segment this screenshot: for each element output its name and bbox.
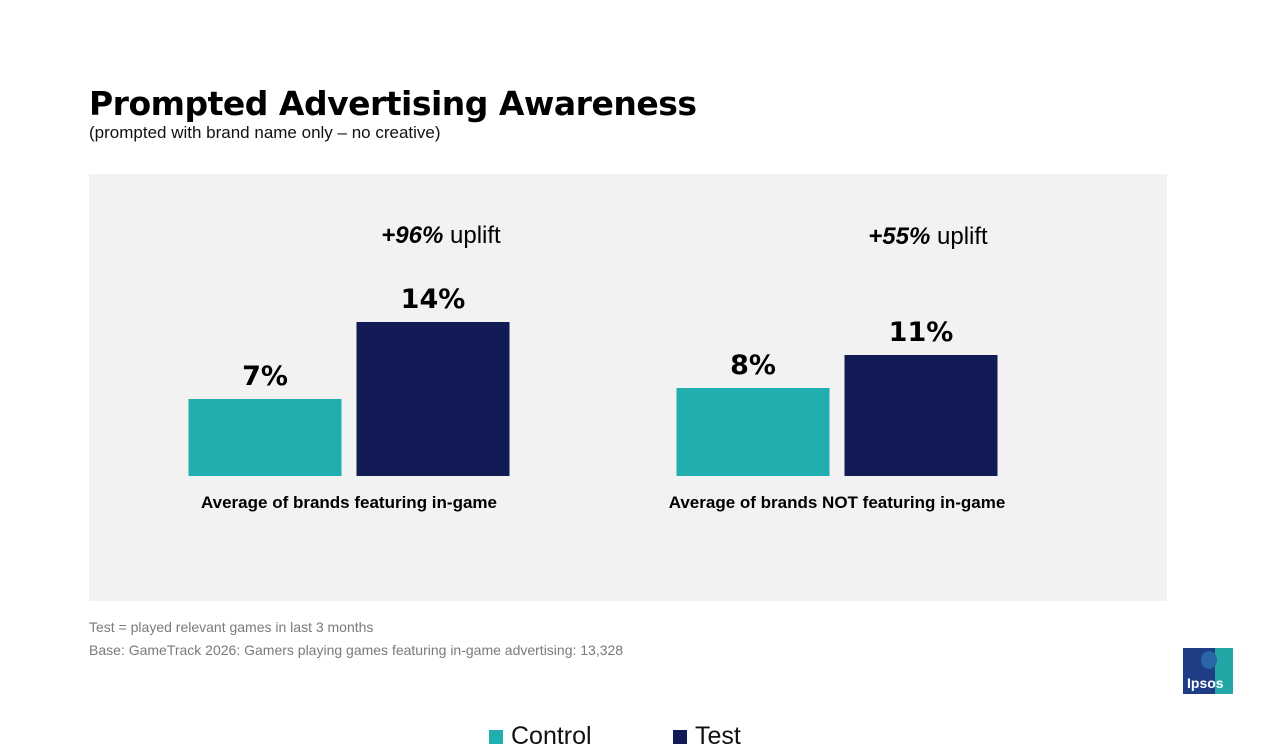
bar-control-1 [676, 388, 830, 476]
data-label-test-0: 14% [401, 284, 466, 315]
uplift-label-featuring: +96% uplift [381, 222, 500, 250]
logo-wordmark: Ipsos [1187, 675, 1224, 691]
category-label-0: Average of brands featuring in-game [201, 493, 497, 512]
uplift-value-featuring: +96% [381, 222, 444, 249]
chart-panel: 7% 14% Average of brands featuring in-game… [89, 174, 1167, 750]
footnote-base: Base: GameTrack 2026: Gamers playing gam… [89, 642, 624, 658]
ipsos-logo: Ipsos [1183, 648, 1233, 694]
footnote-test-definition: Test = played relevant games in last 3 m… [89, 619, 374, 635]
uplift-text-featuring: uplift [450, 222, 501, 249]
chart-subtitle: (prompted with brand name only – no crea… [89, 123, 441, 142]
legend-item-control: Control [489, 722, 592, 751]
data-label-test-1: 11% [889, 317, 954, 348]
uplift-text-not-featuring: uplift [937, 223, 988, 250]
data-label-control-0: 7% [242, 361, 288, 392]
data-label-control-1: 8% [730, 350, 776, 381]
chart-title: Prompted Advertising Awareness [89, 84, 697, 123]
legend-item-test: Test [673, 722, 741, 751]
uplift-label-not-featuring: +55% uplift [868, 223, 987, 251]
logo-accent-shape [1215, 648, 1233, 694]
legend-swatch-test [673, 729, 687, 744]
bar-control-0 [188, 399, 342, 476]
logo-glyph-icon [1201, 651, 1217, 669]
bar-test-0 [356, 322, 510, 476]
uplift-value-not-featuring: +55% [868, 223, 931, 250]
category-label-1: Average of brands NOT featuring in-game [669, 493, 1006, 512]
legend-swatch-control [489, 729, 503, 744]
bar-test-1 [844, 355, 998, 476]
legend-label-control: Control [511, 722, 592, 750]
legend-label-test: Test [695, 722, 741, 750]
bar-chart: 7% 14% Average of brands featuring in-game… [188, 284, 1006, 512]
